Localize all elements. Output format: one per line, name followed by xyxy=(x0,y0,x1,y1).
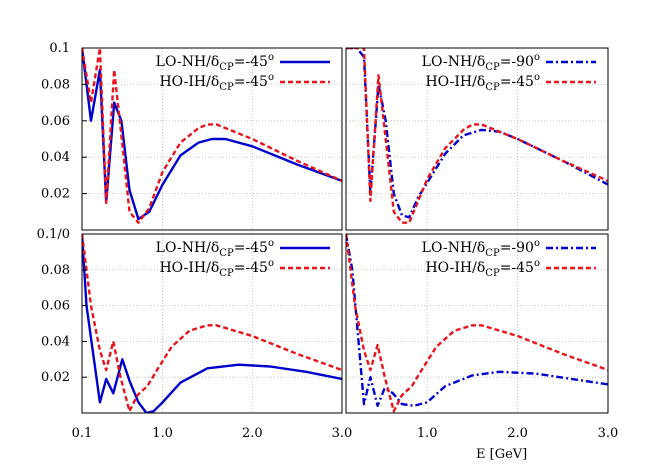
x-tick-label: 3.0 xyxy=(332,426,353,441)
x-tick-label: 2.0 xyxy=(242,426,263,441)
y-tick-label: 0.08 xyxy=(41,77,70,92)
grid-lines xyxy=(82,234,342,413)
legend-label-2: HO-IH/δCP=-45o xyxy=(425,72,540,93)
legend-label-2: HO-IH/δCP=-45o xyxy=(159,258,274,279)
legend-label-1: LO-NH/δCP=-45o xyxy=(156,238,274,259)
y-tick-label: 0.02 xyxy=(41,187,70,202)
y-tick-label: 0.04 xyxy=(41,150,70,165)
y-tick-label: 0.1/0 xyxy=(37,227,70,242)
x-tick-label: 3.0 xyxy=(598,426,619,441)
y-tick-label: 0.06 xyxy=(41,299,70,314)
y-tick-label: 0.06 xyxy=(41,114,70,129)
series-line-1 xyxy=(82,234,342,413)
series-line-2 xyxy=(346,48,608,224)
y-tick-label: 0.1 xyxy=(49,41,70,56)
panel-frame xyxy=(345,233,609,414)
grid-lines xyxy=(82,48,342,230)
x-tick-label: 2.0 xyxy=(507,426,528,441)
legend-label-1: LO-NH/δCP=-45o xyxy=(156,52,274,73)
panel-frame xyxy=(345,47,609,231)
series-line-2 xyxy=(346,234,608,413)
legend-label-1: LO-NH/δCP=-90o xyxy=(422,52,540,73)
x-tick-label: 1.0 xyxy=(417,426,438,441)
x-tick-label: 0.1 xyxy=(72,426,93,441)
panel-bottom-left: 0.1/0 0.08 0.06 0.04 0.02 0.1 1.0 2.0 3.0 LO-NH/δ… xyxy=(37,227,353,441)
y-tick-label: 0.02 xyxy=(41,370,70,385)
panel-frame xyxy=(81,233,343,414)
series-line-1 xyxy=(82,48,342,221)
legend-label-2: HO-IH/δCP=-45o xyxy=(425,258,540,279)
legend-label-1: LO-NH/δCP=-90o xyxy=(422,238,540,259)
x-axis-title: E [GeV] xyxy=(476,447,527,462)
panel-top-left: 0.1 0.08 0.06 0.04 0.02 LO-NH/δCP=-45oHO-IH/δ… xyxy=(41,41,343,231)
panel-frame xyxy=(81,47,343,231)
series-line-2 xyxy=(82,234,342,413)
legend-label-2: HO-IH/δCP=-45o xyxy=(159,72,274,93)
x-tick-label: 1.0 xyxy=(152,426,173,441)
y-tick-label: 0.08 xyxy=(41,263,70,278)
y-tick-label: 0.04 xyxy=(41,334,70,349)
series-line-1 xyxy=(346,234,608,407)
